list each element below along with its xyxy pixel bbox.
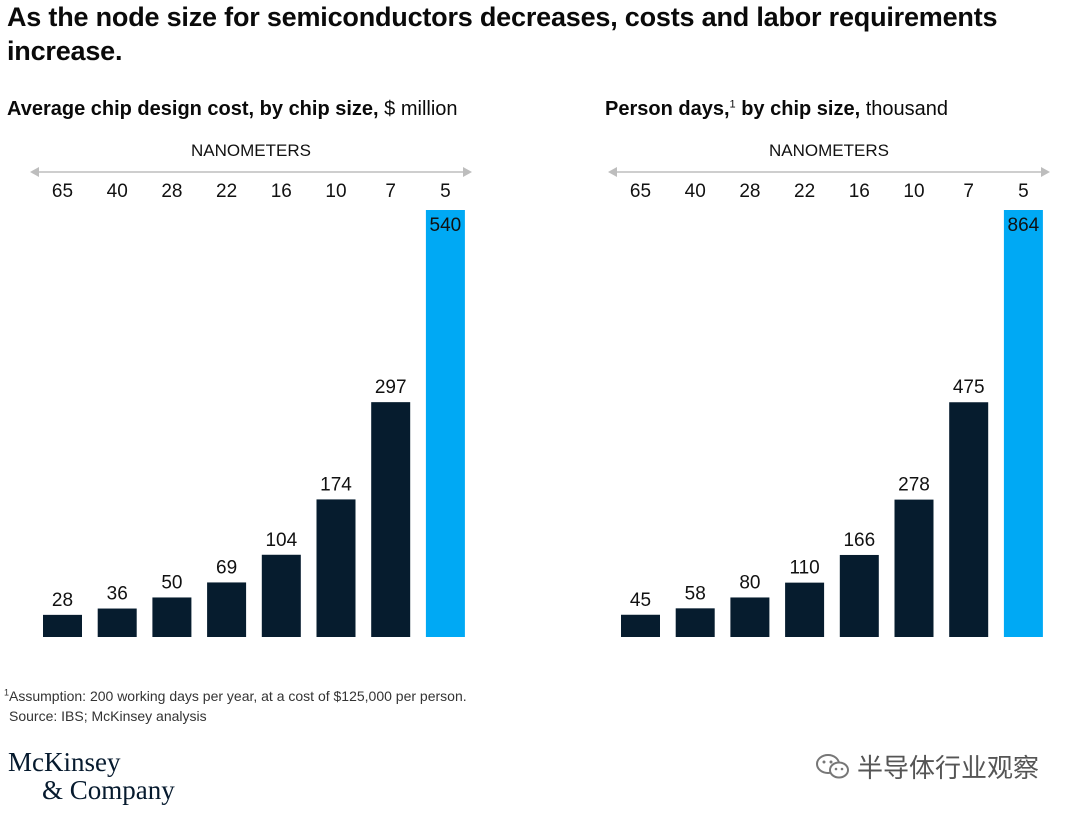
data-label: 110 (789, 558, 819, 579)
axis-arrow-right-head (463, 167, 472, 177)
data-label: 50 (161, 572, 182, 593)
tick-label: 40 (685, 181, 706, 202)
tick-label: 28 (739, 181, 760, 202)
tick-label: 22 (794, 181, 815, 202)
tick-label: 16 (271, 181, 292, 202)
tick-label: 22 (216, 181, 237, 202)
axis-arrow-left-head (30, 167, 39, 177)
bar (839, 554, 879, 637)
bar (207, 582, 247, 637)
tick-label: 40 (107, 181, 128, 202)
footnote: 1Assumption: 200 working days per year, … (4, 686, 467, 726)
bar (97, 608, 137, 637)
tick-label: 65 (52, 181, 73, 202)
bar (43, 614, 82, 637)
chart-2-title-text: Person days, (605, 98, 730, 120)
bar (425, 210, 465, 637)
x-axis-label: NANOMETERS (769, 141, 889, 160)
footnote-source: Source: IBS; McKinsey analysis (9, 708, 207, 724)
tick-label: 7 (385, 181, 396, 202)
bar (785, 582, 825, 637)
data-label: 297 (375, 377, 407, 398)
tick-label: 65 (630, 181, 651, 202)
chart-2-person-days: NANOMETERS 65 45 40 58 28 80 22 110 16 166 10 278 7 47… (608, 141, 1050, 637)
data-label: 28 (52, 590, 73, 611)
chart-1-unit: $ million (384, 98, 458, 120)
data-label: 45 (630, 590, 651, 611)
bar (621, 614, 660, 637)
data-label: 540 (430, 215, 462, 236)
axis-arrow-right-head (1041, 167, 1050, 177)
bar (316, 499, 356, 637)
tick-label: 7 (963, 181, 974, 202)
bar (1003, 210, 1043, 637)
footnote-assumption-line: 1Assumption: 200 working days per year, … (4, 686, 467, 706)
chart-2-title-suffix: by chip size, (741, 98, 861, 120)
data-label: 58 (685, 583, 706, 604)
chart-1-title-text: Average chip design cost, by chip size, (7, 98, 379, 120)
data-label: 104 (265, 530, 297, 551)
chart-1-title: Average chip design cost, by chip size, … (7, 96, 458, 122)
data-label: 278 (898, 475, 930, 496)
data-label: 174 (320, 474, 352, 495)
data-label: 864 (1008, 215, 1040, 236)
bar (675, 608, 715, 637)
logo-line-1: McKinsey (8, 747, 121, 777)
bar (949, 402, 989, 637)
mckinsey-logo: McKinsey & Company (8, 748, 175, 804)
data-label: 36 (107, 584, 128, 605)
headline: As the node size for semiconductors decr… (7, 2, 998, 66)
wechat-icon (816, 753, 849, 778)
tick-label: 10 (325, 181, 346, 202)
tick-label: 5 (440, 181, 451, 202)
chart-2-title: Person days,1 by chip size, thousand (605, 96, 948, 122)
data-label: 80 (739, 572, 760, 593)
bar (730, 597, 770, 637)
footnote-mark: 1 (4, 687, 10, 698)
footnote-assumption: Assumption: 200 working days per year, a… (9, 688, 467, 704)
logo-line-2: & Company (42, 775, 175, 805)
watermark: 半导体行业观察 (815, 748, 1039, 785)
data-label: 166 (843, 530, 875, 551)
tick-label: 10 (903, 181, 924, 202)
tick-label: 28 (161, 181, 182, 202)
bar (894, 499, 934, 637)
tick-label: 16 (849, 181, 870, 202)
data-label: 475 (953, 377, 985, 398)
axis-arrow-left-head (608, 167, 617, 177)
chart-2-footnote-mark: 1 (729, 98, 736, 111)
x-axis-label: NANOMETERS (191, 141, 311, 160)
bar (261, 554, 301, 637)
data-label: 69 (216, 557, 237, 578)
chart-1-cost: NANOMETERS 65 28 40 36 28 50 22 69 16 104 10 174 7 297… (30, 141, 472, 637)
watermark-text: 半导体行业观察 (857, 753, 1040, 783)
bar (371, 402, 411, 637)
tick-label: 5 (1018, 181, 1029, 202)
bar (152, 597, 192, 637)
chart-2-unit: thousand (865, 98, 948, 120)
